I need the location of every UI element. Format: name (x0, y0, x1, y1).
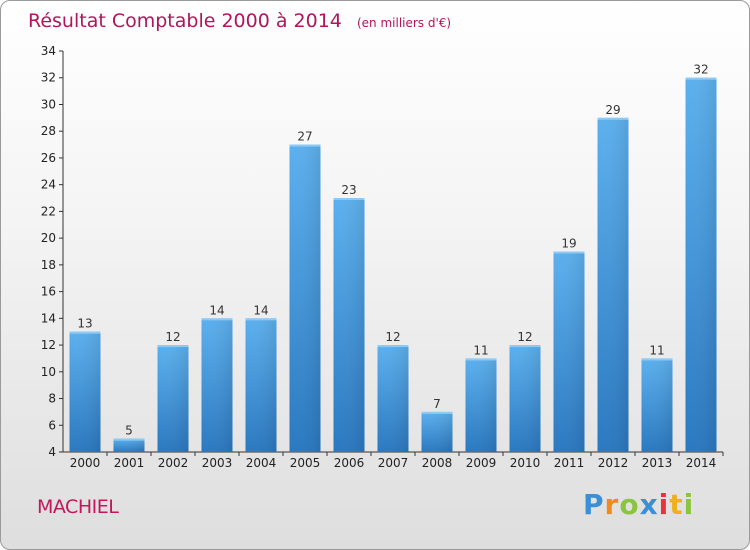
x-tick-label: 2013 (642, 456, 673, 470)
y-tick-label: 14 (41, 311, 56, 325)
bar-top-2012 (597, 117, 629, 120)
bar-top-2000 (69, 331, 101, 334)
commune-name: MACHIEL (37, 496, 119, 518)
bar-shade-2006 (333, 198, 365, 452)
y-tick-label: 4 (48, 445, 56, 459)
proxiti-logo: Proxiti (583, 488, 694, 521)
bar-shade-2012 (597, 117, 629, 452)
bar-shade-2008 (421, 411, 453, 452)
x-tick-label: 2003 (202, 456, 233, 470)
y-tick-label: 6 (48, 418, 56, 432)
value-label-2000: 13 (77, 317, 92, 331)
y-tick-label: 28 (41, 124, 56, 138)
bar-top-2006 (333, 198, 365, 201)
bar-top-2002 (157, 345, 189, 348)
value-label-2005: 27 (297, 130, 312, 144)
x-tick-label: 2010 (510, 456, 541, 470)
x-tick-label: 2012 (598, 456, 629, 470)
value-label-2007: 12 (385, 330, 400, 344)
x-axis: 2000 2001 2002 2003 2004 2005 2006 2007 2008 2009… (63, 451, 724, 470)
bar-shade-2003 (201, 318, 233, 452)
bar-shade-2009 (465, 358, 497, 452)
bar-top-2005 (289, 144, 321, 147)
y-tick-label: 22 (41, 204, 56, 218)
x-tick-label: 2006 (334, 456, 365, 470)
value-label-2003: 14 (209, 303, 224, 317)
x-tick-label: 2002 (158, 456, 189, 470)
value-label-2012: 29 (605, 103, 620, 117)
chart-title-sub: (en milliers d'€) (357, 16, 451, 30)
bar-top-2004 (245, 318, 277, 321)
x-tick-label: 2004 (246, 456, 277, 470)
x-tick-label: 2005 (290, 456, 321, 470)
logo-letter: P (583, 488, 605, 521)
bar-shade-2005 (289, 144, 321, 453)
bar-shade-2001 (113, 438, 145, 452)
value-label-2011: 19 (561, 237, 576, 251)
y-tick-label: 8 (48, 392, 56, 406)
y-axis: 4 6 8 10 12 14 16 18 20 22 24 26 28 30 32 34 (41, 44, 64, 459)
logo-letter: i (658, 488, 670, 521)
bar-shade-2013 (641, 358, 673, 452)
y-tick-label: 10 (41, 365, 56, 379)
bar-shade-2011 (553, 251, 585, 452)
y-tick-label: 20 (41, 231, 56, 245)
bar-top-2007 (377, 345, 409, 348)
y-tick-label: 32 (41, 71, 56, 85)
value-label-2004: 14 (253, 303, 268, 317)
value-label-2002: 12 (165, 330, 180, 344)
bar-top-2014 (685, 77, 717, 80)
bar-top-2001 (113, 438, 145, 441)
y-tick-label: 16 (41, 285, 56, 299)
value-label-2006: 23 (341, 183, 356, 197)
x-tick-label: 2000 (70, 456, 101, 470)
bar-shade-2010 (509, 345, 541, 452)
x-tick-label: 2014 (686, 456, 717, 470)
bar-top-2010 (509, 345, 541, 348)
value-label-2001: 5 (125, 424, 133, 438)
value-label-2009: 11 (473, 343, 488, 357)
y-tick-label: 34 (41, 44, 56, 58)
value-label-2010: 12 (517, 330, 532, 344)
bar-shade-2007 (377, 345, 409, 452)
chart-title-main: Résultat Comptable 2000 à 2014 (28, 10, 342, 32)
logo-letter: i (683, 488, 695, 521)
y-tick-label: 30 (41, 97, 56, 111)
y-tick-label: 24 (41, 178, 56, 192)
bar-shade-2000 (69, 331, 101, 452)
bar-shade-2004 (245, 318, 277, 452)
y-tick-label: 18 (41, 258, 56, 272)
value-label-2008: 7 (433, 397, 441, 411)
y-tick-label: 12 (41, 338, 56, 352)
value-label-2013: 11 (649, 343, 664, 357)
bar-top-2008 (421, 411, 453, 414)
bar-shade-2002 (157, 345, 189, 452)
bar-top-2011 (553, 251, 585, 254)
logo-letter: t (669, 488, 684, 521)
x-tick-label: 2008 (422, 456, 453, 470)
value-label-2014: 32 (693, 63, 708, 77)
x-tick-label: 2009 (466, 456, 497, 470)
logo-letter: x (639, 488, 659, 521)
x-tick-label: 2011 (554, 456, 585, 470)
bar-top-2003 (201, 318, 233, 321)
bar-shade-2014 (685, 77, 717, 452)
bar-top-2013 (641, 358, 673, 361)
bars-group: 13 5 12 14 14 27 23 12 7 11 12 19 29 11 32 (69, 63, 717, 453)
y-tick-label: 26 (41, 151, 56, 165)
logo-letter: r (604, 488, 620, 521)
bar-top-2009 (465, 358, 497, 361)
x-tick-label: 2001 (114, 456, 145, 470)
x-tick-label: 2007 (378, 456, 409, 470)
logo-letter: o (619, 488, 640, 521)
chart-title: Résultat Comptable 2000 à 2014 (en milli… (28, 10, 451, 32)
